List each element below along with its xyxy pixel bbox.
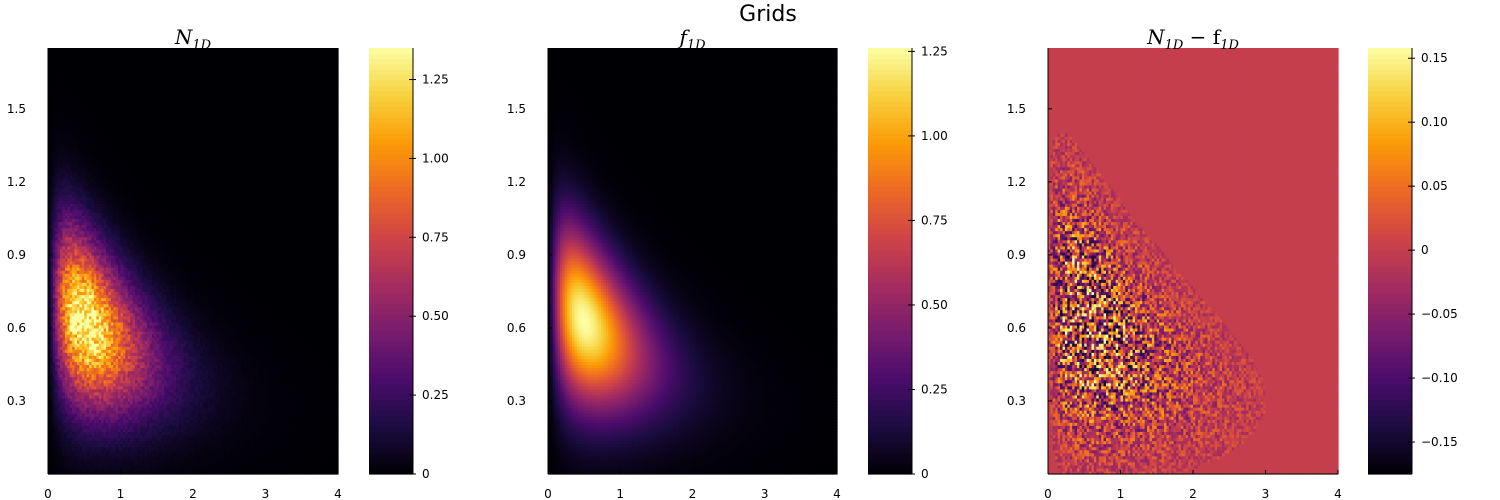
figure-title: Grids <box>739 2 797 27</box>
heatmap-cells <box>48 48 339 475</box>
heatmap-panel-1: 0 1 2 3 40.30.60.91.21.5N1D00.250.500.751.00… <box>7 25 449 500</box>
panels: 0 1 2 3 40.30.60.91.21.5N1D00.250.500.751.00… <box>7 25 1458 500</box>
